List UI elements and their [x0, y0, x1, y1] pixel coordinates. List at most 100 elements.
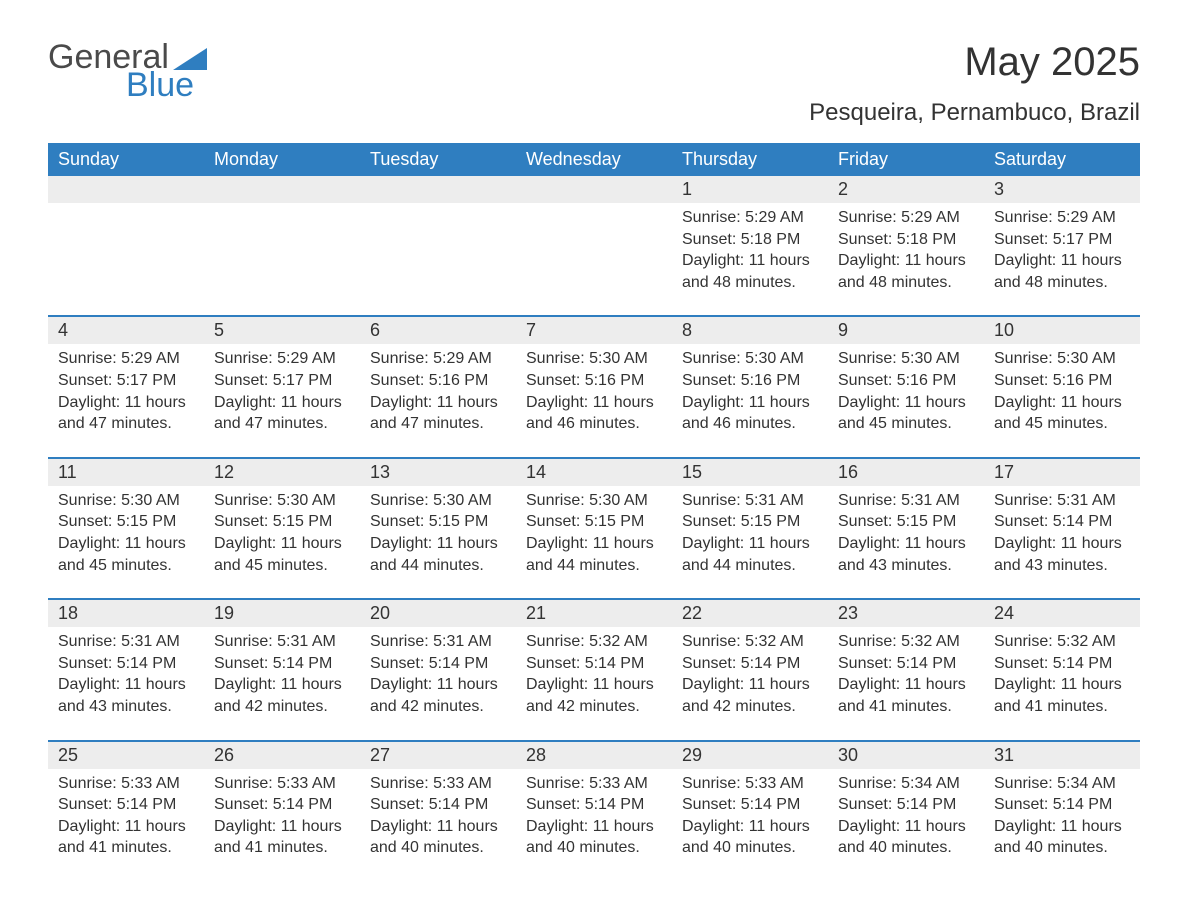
sunset-text: Sunset: 5:16 PM	[526, 370, 662, 392]
calendar-cell: 4Sunrise: 5:29 AMSunset: 5:17 PMDaylight…	[48, 316, 204, 457]
day-number: 10	[984, 317, 1140, 344]
calendar-week: 1Sunrise: 5:29 AMSunset: 5:18 PMDaylight…	[48, 176, 1140, 316]
sunset-text: Sunset: 5:14 PM	[994, 794, 1130, 816]
calendar-cell: 7Sunrise: 5:30 AMSunset: 5:16 PMDaylight…	[516, 316, 672, 457]
day-number: 7	[516, 317, 672, 344]
day-body: Sunrise: 5:33 AMSunset: 5:14 PMDaylight:…	[672, 769, 828, 859]
sunrise-text: Sunrise: 5:33 AM	[58, 773, 194, 795]
daylight-text: Daylight: 11 hours and 46 minutes.	[526, 392, 662, 435]
day-body: Sunrise: 5:30 AMSunset: 5:15 PMDaylight:…	[360, 486, 516, 576]
calendar-cell: 20Sunrise: 5:31 AMSunset: 5:14 PMDayligh…	[360, 599, 516, 740]
calendar-week: 18Sunrise: 5:31 AMSunset: 5:14 PMDayligh…	[48, 599, 1140, 740]
sunset-text: Sunset: 5:15 PM	[214, 511, 350, 533]
day-number: 24	[984, 600, 1140, 627]
daylight-text: Daylight: 11 hours and 42 minutes.	[370, 674, 506, 717]
day-body: Sunrise: 5:31 AMSunset: 5:15 PMDaylight:…	[672, 486, 828, 576]
sunset-text: Sunset: 5:14 PM	[370, 653, 506, 675]
sunset-text: Sunset: 5:15 PM	[838, 511, 974, 533]
sunrise-text: Sunrise: 5:31 AM	[58, 631, 194, 653]
daylight-text: Daylight: 11 hours and 48 minutes.	[682, 250, 818, 293]
day-body	[204, 203, 360, 283]
day-header: Tuesday	[360, 143, 516, 176]
sunrise-text: Sunrise: 5:34 AM	[994, 773, 1130, 795]
daylight-text: Daylight: 11 hours and 43 minutes.	[838, 533, 974, 576]
calendar-cell: 18Sunrise: 5:31 AMSunset: 5:14 PMDayligh…	[48, 599, 204, 740]
calendar-cell: 16 Sunrise: 5:31 AMSunset: 5:15 PMDayligh…	[828, 458, 984, 599]
day-number: 27	[360, 742, 516, 769]
calendar-cell: 10Sunrise: 5:30 AMSunset: 5:16 PMDayligh…	[984, 316, 1140, 457]
day-body: Sunrise: 5:32 AMSunset: 5:14 PMDaylight:…	[984, 627, 1140, 717]
daylight-text: Daylight: 11 hours and 48 minutes.	[994, 250, 1130, 293]
day-body: Sunrise: 5:32 AMSunset: 5:14 PMDaylight:…	[516, 627, 672, 717]
day-number: 25	[48, 742, 204, 769]
day-body: Sunrise: 5:33 AMSunset: 5:14 PMDaylight:…	[360, 769, 516, 859]
calendar-cell: 30Sunrise: 5:34 AMSunset: 5:14 PMDayligh…	[828, 741, 984, 881]
day-body: Sunrise: 5:29 AMSunset: 5:17 PMDaylight:…	[48, 344, 204, 434]
sunset-text: Sunset: 5:14 PM	[838, 653, 974, 675]
sunset-text: Sunset: 5:14 PM	[526, 653, 662, 675]
daylight-text: Daylight: 11 hours and 47 minutes.	[370, 392, 506, 435]
calendar-cell: 13Sunrise: 5:30 AMSunset: 5:15 PMDayligh…	[360, 458, 516, 599]
calendar-cell: 29Sunrise: 5:33 AMSunset: 5:14 PMDayligh…	[672, 741, 828, 881]
logo-word-2: Blue	[126, 68, 207, 102]
sunrise-text: Sunrise: 5:33 AM	[370, 773, 506, 795]
sunrise-text: Sunrise: 5:30 AM	[994, 348, 1130, 370]
sunset-text: Sunset: 5:14 PM	[370, 794, 506, 816]
calendar-cell: 9Sunrise: 5:30 AMSunset: 5:16 PMDaylight…	[828, 316, 984, 457]
sunrise-text: Sunrise: 5:30 AM	[838, 348, 974, 370]
daylight-text: Daylight: 11 hours and 43 minutes.	[994, 533, 1130, 576]
day-number: 12	[204, 459, 360, 486]
day-body: Sunrise: 5:29 AMSunset: 5:17 PMDaylight:…	[984, 203, 1140, 293]
day-header: Saturday	[984, 143, 1140, 176]
day-number: 13	[360, 459, 516, 486]
day-number: 16	[828, 459, 984, 486]
calendar-cell: 17Sunrise: 5:31 AMSunset: 5:14 PMDayligh…	[984, 458, 1140, 599]
day-number: 2	[828, 176, 984, 203]
day-body	[360, 203, 516, 283]
calendar-cell: 11Sunrise: 5:30 AMSunset: 5:15 PMDayligh…	[48, 458, 204, 599]
location: Pesqueira, Pernambuco, Brazil	[809, 99, 1140, 127]
sunset-text: Sunset: 5:17 PM	[214, 370, 350, 392]
day-body: Sunrise: 5:31 AMSunset: 5:14 PMDaylight:…	[360, 627, 516, 717]
calendar-table: Sunday Monday Tuesday Wednesday Thursday…	[48, 143, 1140, 881]
sunset-text: Sunset: 5:14 PM	[526, 794, 662, 816]
day-number: 19	[204, 600, 360, 627]
sunrise-text: Sunrise: 5:31 AM	[838, 490, 974, 512]
day-body: Sunrise: 5:30 AMSunset: 5:15 PMDaylight:…	[516, 486, 672, 576]
day-body: Sunrise: 5:34 AMSunset: 5:14 PMDaylight:…	[984, 769, 1140, 859]
sunrise-text: Sunrise: 5:33 AM	[214, 773, 350, 795]
daylight-text: Daylight: 11 hours and 45 minutes.	[994, 392, 1130, 435]
day-number	[48, 176, 204, 203]
day-number: 30	[828, 742, 984, 769]
title-block: May 2025 Pesqueira, Pernambuco, Brazil	[809, 40, 1140, 137]
sunrise-text: Sunrise: 5:32 AM	[838, 631, 974, 653]
day-number: 17	[984, 459, 1140, 486]
day-number: 26	[204, 742, 360, 769]
day-number: 6	[360, 317, 516, 344]
sunrise-text: Sunrise: 5:30 AM	[682, 348, 818, 370]
day-number: 4	[48, 317, 204, 344]
daylight-text: Daylight: 11 hours and 48 minutes.	[838, 250, 974, 293]
day-body: Sunrise: 5:29 AMSunset: 5:18 PMDaylight:…	[828, 203, 984, 293]
sunset-text: Sunset: 5:17 PM	[58, 370, 194, 392]
calendar-cell: 28Sunrise: 5:33 AMSunset: 5:14 PMDayligh…	[516, 741, 672, 881]
sunset-text: Sunset: 5:16 PM	[682, 370, 818, 392]
day-header-row: Sunday Monday Tuesday Wednesday Thursday…	[48, 143, 1140, 176]
calendar-cell: 23Sunrise: 5:32 AMSunset: 5:14 PMDayligh…	[828, 599, 984, 740]
calendar-week: 11Sunrise: 5:30 AMSunset: 5:15 PMDayligh…	[48, 458, 1140, 599]
calendar-cell: 24Sunrise: 5:32 AMSunset: 5:14 PMDayligh…	[984, 599, 1140, 740]
calendar-cell	[48, 176, 204, 316]
day-body: Sunrise: 5:32 AMSunset: 5:14 PMDaylight:…	[828, 627, 984, 717]
day-header: Monday	[204, 143, 360, 176]
sunrise-text: Sunrise: 5:33 AM	[682, 773, 818, 795]
sunset-text: Sunset: 5:15 PM	[682, 511, 818, 533]
day-number: 9	[828, 317, 984, 344]
sunrise-text: Sunrise: 5:31 AM	[682, 490, 818, 512]
daylight-text: Daylight: 11 hours and 42 minutes.	[214, 674, 350, 717]
day-body: Sunrise: 5:31 AMSunset: 5:14 PMDaylight:…	[984, 486, 1140, 576]
logo: General Blue	[48, 40, 207, 102]
day-body: Sunrise: 5:31 AMSunset: 5:14 PMDaylight:…	[204, 627, 360, 717]
sunset-text: Sunset: 5:15 PM	[526, 511, 662, 533]
day-number: 18	[48, 600, 204, 627]
sunset-text: Sunset: 5:15 PM	[370, 511, 506, 533]
